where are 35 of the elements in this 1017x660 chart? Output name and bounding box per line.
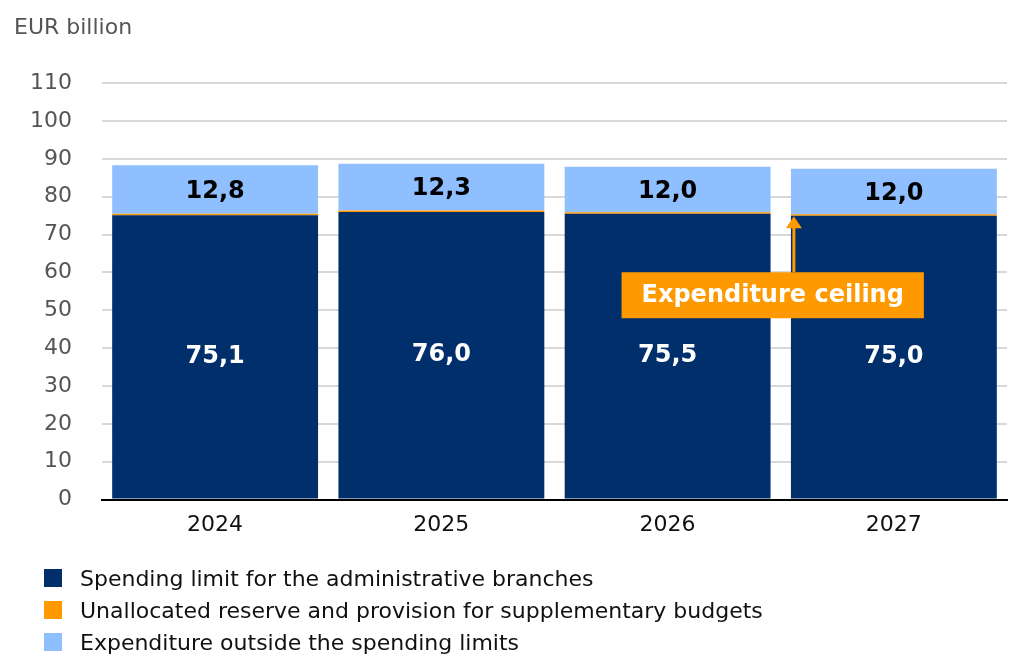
legend-label: Unallocated reserve and provision for supplementary budgets bbox=[80, 597, 763, 623]
y-tick-label: 70 bbox=[43, 220, 72, 246]
x-tick-label: 2024 bbox=[187, 510, 244, 536]
data-label: 12,0 bbox=[864, 177, 924, 206]
legend-label: Spending limit for the administrative branches bbox=[80, 565, 594, 591]
x-tick-label: 2026 bbox=[639, 510, 696, 536]
y-tick-label: 100 bbox=[29, 106, 72, 132]
data-label: 12,3 bbox=[411, 173, 471, 202]
data-label: 12,8 bbox=[185, 175, 245, 204]
data-label: 12,0 bbox=[638, 175, 698, 204]
y-tick-label: 30 bbox=[43, 371, 72, 397]
data-label: 75,1 bbox=[185, 341, 245, 370]
y-axis-title: EUR billion bbox=[14, 14, 133, 39]
bar bbox=[112, 165, 319, 214]
data-label: 75,5 bbox=[638, 340, 698, 369]
bar bbox=[564, 166, 771, 213]
data-label: 76,0 bbox=[411, 339, 471, 368]
y-tick-label: 50 bbox=[43, 296, 72, 322]
x-tick-label: 2025 bbox=[413, 510, 470, 536]
y-tick-label: 10 bbox=[43, 447, 72, 473]
x-tick-label: 2027 bbox=[865, 510, 922, 536]
y-tick-label: 60 bbox=[43, 258, 72, 284]
bar bbox=[790, 168, 997, 215]
y-tick-label: 80 bbox=[43, 182, 72, 208]
y-tick-label: 110 bbox=[29, 68, 72, 94]
annotation: Expenditure ceiling bbox=[641, 280, 904, 309]
y-tick-label: 20 bbox=[43, 409, 72, 435]
bar bbox=[338, 211, 545, 499]
legend-label: Expenditure outside the spending limits bbox=[80, 629, 520, 655]
y-tick-label: 0 bbox=[57, 485, 72, 511]
y-tick-label: 90 bbox=[43, 144, 72, 170]
data-label: 75,0 bbox=[864, 341, 924, 370]
y-tick-label: 40 bbox=[43, 333, 72, 359]
bar bbox=[112, 215, 319, 499]
bar bbox=[338, 163, 545, 211]
